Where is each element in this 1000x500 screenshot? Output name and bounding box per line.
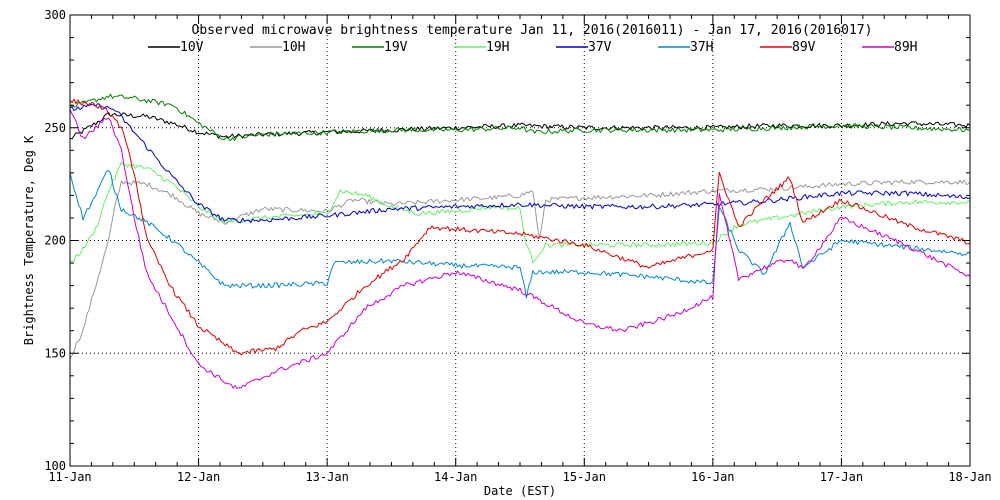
legend-label-19v: 19V — [384, 40, 408, 55]
y-axis-title: Brightness Temperature, Deg K — [22, 135, 36, 345]
x-tick-label: 16-Jan — [691, 470, 734, 484]
y-tick-label: 150 — [44, 346, 66, 360]
series-line-10h — [69, 179, 971, 360]
x-tick-label: 13-Jan — [305, 470, 348, 484]
legend-label-37h: 37H — [690, 40, 713, 55]
series-line-19v — [69, 93, 970, 142]
series-line-89h — [69, 109, 971, 389]
x-tick-label: 11-Jan — [48, 470, 91, 484]
chart-title: Observed microwave brightness temperatur… — [192, 23, 873, 38]
y-tick-label: 100 — [44, 459, 66, 473]
legend-label-37v: 37V — [588, 40, 612, 55]
legend-label-10v: 10V — [180, 40, 204, 55]
series-line-37h — [69, 170, 971, 299]
series-line-89v — [69, 98, 971, 356]
series-lines — [69, 93, 971, 389]
legend-label-89h: 89H — [894, 40, 917, 55]
x-axis-title: Date (EST) — [484, 484, 556, 498]
legend-label-89v: 89V — [792, 40, 816, 55]
axis-ticks: 11-Jan 12-Jan 13-Jan 14-Jan 15-Jan 16-Jan 17-J… — [44, 8, 991, 484]
x-tick-label: 15-Jan — [563, 470, 606, 484]
legend: 10V 10H 19V 19H 37V 37H 89V 89H — [148, 40, 917, 55]
x-tick-label: 14-Jan — [434, 470, 477, 484]
x-tick-label: 12-Jan — [177, 470, 220, 484]
legend-label-10h: 10H — [282, 40, 305, 55]
x-tick-label: 18-Jan — [948, 470, 991, 484]
y-tick-label: 250 — [44, 121, 66, 135]
y-tick-label: 300 — [44, 8, 66, 22]
y-tick-label: 200 — [44, 234, 66, 248]
series-line-37v — [69, 103, 971, 224]
x-tick-label: 17-Jan — [820, 470, 863, 484]
legend-label-19h: 19H — [486, 40, 509, 55]
